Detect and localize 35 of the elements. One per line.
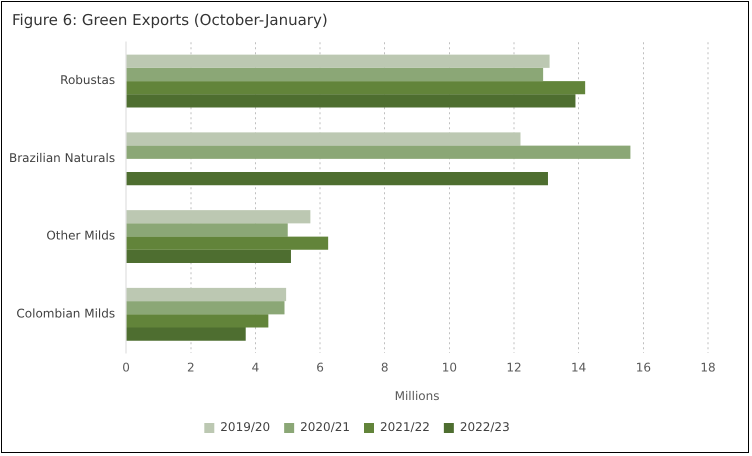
- x-tick-label: 12: [506, 360, 522, 375]
- y-tick-label: Other Milds: [46, 228, 116, 243]
- x-tick-label: 0: [122, 360, 130, 375]
- bar: [126, 223, 288, 237]
- legend-label: 2019/20: [220, 420, 270, 434]
- y-tick-label: Robustas: [60, 73, 116, 88]
- bar: [126, 288, 286, 302]
- x-tick-label: 18: [700, 360, 716, 375]
- bar: [126, 94, 576, 108]
- legend-label: 2022/23: [460, 420, 510, 434]
- bar: [126, 54, 550, 68]
- x-tick-label: 10: [442, 360, 458, 375]
- y-tick-label: Brazilian Naturals: [9, 150, 116, 165]
- bar: [126, 210, 310, 224]
- x-tick-label: 6: [316, 360, 324, 375]
- x-tick-label: 4: [252, 360, 260, 375]
- x-axis-title: Millions: [394, 388, 440, 403]
- bar: [126, 250, 291, 264]
- bar: [126, 236, 328, 250]
- bar: [126, 172, 548, 186]
- x-tick-label: 2: [186, 360, 195, 375]
- bar: [126, 132, 520, 146]
- bar: [126, 81, 586, 94]
- x-tick-label: 8: [380, 360, 389, 375]
- bar: [126, 328, 246, 341]
- bar: [126, 314, 268, 328]
- bar: [126, 301, 285, 314]
- legend-label: 2020/21: [300, 420, 350, 434]
- x-tick-label: 14: [571, 360, 586, 375]
- bar: [126, 68, 544, 82]
- bar: [126, 146, 630, 159]
- chart-title: Figure 6: Green Exports (October-January): [12, 11, 328, 29]
- y-tick-label: Colombian Milds: [16, 306, 116, 320]
- legend-label: 2021/22: [380, 420, 430, 434]
- x-tick-label: 16: [636, 360, 651, 375]
